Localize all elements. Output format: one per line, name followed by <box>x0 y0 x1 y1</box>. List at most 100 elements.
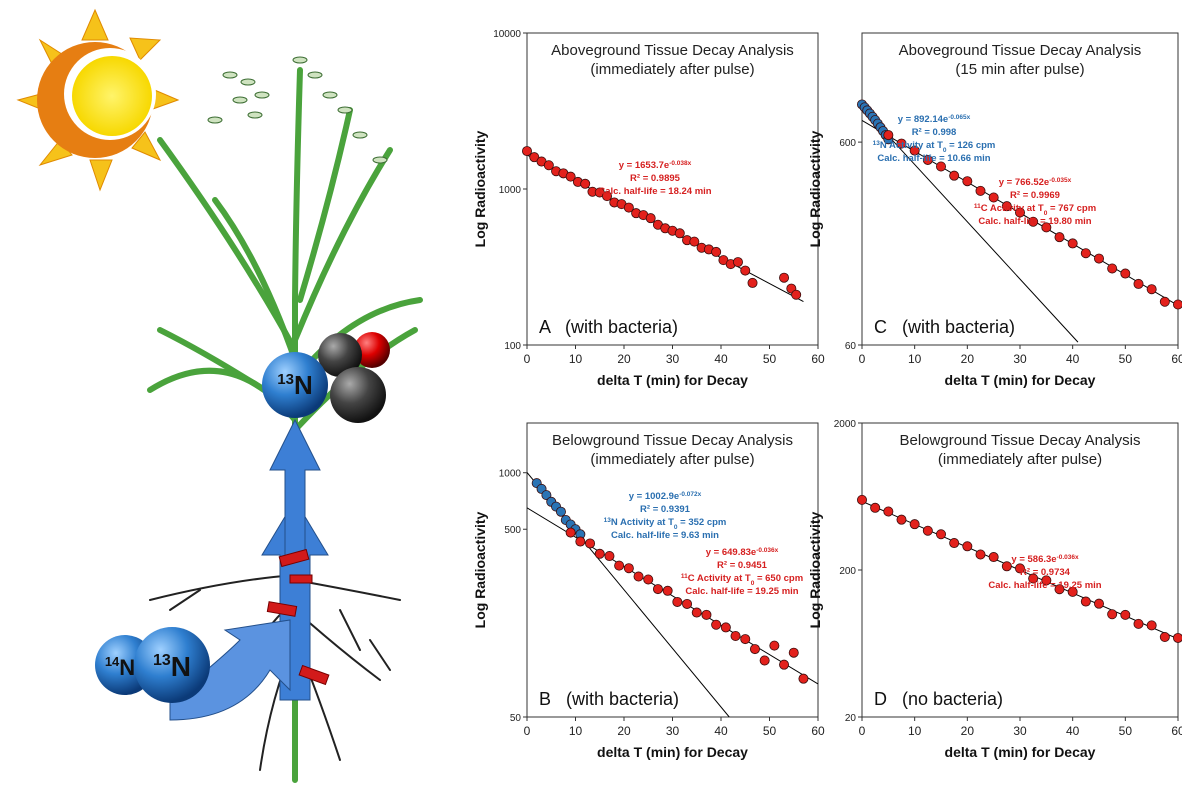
data-point <box>1094 253 1105 264</box>
annotation-line: Calc. half-life = 10.66 min <box>877 153 990 164</box>
data-point <box>883 506 894 517</box>
annotation-script: 13 <box>604 517 612 524</box>
annotation-text: = 767 cpm <box>1047 203 1096 214</box>
data-point <box>1028 573 1039 584</box>
data-point <box>575 536 586 547</box>
data-point <box>1173 632 1182 643</box>
data-point <box>652 584 663 595</box>
data-point <box>870 502 881 513</box>
data-point <box>1107 263 1118 274</box>
x-axis-label: delta T (min) for Decay <box>597 372 748 388</box>
data-point <box>701 609 712 620</box>
x-tick-label: 20 <box>617 724 631 738</box>
data-point <box>791 289 802 300</box>
y-tick-label: 1000 <box>499 469 522 480</box>
data-point <box>909 145 920 156</box>
annotation-line: R² = 0.9391 <box>640 504 691 515</box>
data-point <box>788 647 799 658</box>
annotation-text: R² = 0.9391 <box>640 504 691 515</box>
data-point <box>1015 207 1026 218</box>
data-point <box>779 272 790 283</box>
annotation-line: Calc. half-life = 9.63 min <box>611 530 719 541</box>
annotation-script: -0.038x <box>669 160 691 167</box>
x-tick-label: 50 <box>763 724 777 738</box>
x-tick-label: 10 <box>569 352 583 366</box>
y-tick-label: 600 <box>839 138 856 149</box>
data-point <box>730 631 741 642</box>
data-point <box>909 519 920 530</box>
annotation-line: R² = 0.9734 <box>1020 567 1071 578</box>
data-point <box>896 514 907 525</box>
annotation-line: y = 649.83e-0.036x <box>706 547 779 559</box>
y-tick-label: 60 <box>845 341 857 352</box>
annotation-line: y = 586.3e-0.036x <box>1011 554 1079 566</box>
x-tick-label: 40 <box>1066 352 1080 366</box>
x-axis-label: delta T (min) for Decay <box>945 372 1096 388</box>
annotation-text: R² = 0.9451 <box>717 560 768 571</box>
chart-title: Belowground Tissue Decay Analysis <box>552 432 793 449</box>
x-tick-label: 20 <box>961 724 975 738</box>
annotation-text: Calc. half-life = 10.66 min <box>877 153 990 164</box>
data-point <box>769 640 780 651</box>
data-point <box>798 673 809 684</box>
data-point <box>975 185 986 196</box>
data-point <box>749 644 760 655</box>
chart-subtitle: (immediately after pulse) <box>938 451 1102 468</box>
data-point <box>1080 248 1091 259</box>
annotation-text: y = 649.83e <box>706 547 756 558</box>
element-symbol: N <box>294 370 313 400</box>
annotation-text: R² = 0.998 <box>912 127 957 138</box>
x-axis-label: delta T (min) for Decay <box>945 744 1096 760</box>
x-tick-label: 40 <box>714 352 728 366</box>
panel-label: A (with bacteria) <box>539 317 678 337</box>
annotation-script: 0 <box>674 524 678 531</box>
chart: 0 10 20 30 40 50 60 100 1000 10000 delta T (min) f… <box>472 29 825 388</box>
data-point <box>555 506 566 517</box>
annotation-text: C Activity at T <box>688 573 751 584</box>
annotation-text: y = 1653.7e <box>619 160 669 171</box>
annotation-script: 11 <box>681 573 688 580</box>
data-point <box>936 161 947 172</box>
data-point <box>936 529 947 540</box>
annotation-line: R² = 0.9895 <box>630 173 681 184</box>
data-point <box>580 178 591 189</box>
data-point <box>1067 238 1078 249</box>
data-point <box>1015 563 1026 574</box>
x-tick-label: 10 <box>908 724 922 738</box>
isotope-label: 13N <box>277 370 312 400</box>
data-point <box>962 541 973 552</box>
data-point <box>779 659 790 670</box>
data-point <box>1001 561 1012 572</box>
data-point <box>1054 232 1065 243</box>
data-point <box>1146 284 1157 295</box>
data-point <box>740 634 751 645</box>
data-point <box>962 176 973 187</box>
data-point <box>747 277 758 288</box>
mass-number: 14 <box>105 654 120 669</box>
y-tick-label: 2000 <box>834 419 857 430</box>
annotation-line: R² = 0.9969 <box>1010 190 1060 201</box>
annotation-script: -0.035x <box>1049 177 1071 184</box>
annotation-text: = 352 cpm <box>678 517 727 528</box>
annotation-line: Calc. half-life = 18.24 min <box>598 186 711 197</box>
data-point <box>1094 598 1105 609</box>
data-point <box>740 265 751 276</box>
x-tick-label: 10 <box>569 724 583 738</box>
annotation-text: Calc. half-life = 9.63 min <box>611 530 719 541</box>
x-tick-label: 0 <box>524 352 531 366</box>
annotation-script: -0.065x <box>948 114 970 121</box>
data-point <box>623 202 634 213</box>
chart-subtitle: (15 min after pulse) <box>955 61 1084 78</box>
x-tick-label: 30 <box>1013 352 1027 366</box>
x-tick-label: 60 <box>811 352 825 366</box>
x-tick-label: 30 <box>666 352 680 366</box>
y-axis-label: Log Radioactivity <box>472 130 488 247</box>
annotation-line: 11C Activity at T0 = 650 cpm <box>681 573 803 587</box>
annotation-script: 13 <box>873 140 881 147</box>
x-tick-label: 50 <box>1119 724 1133 738</box>
data-point <box>1133 618 1144 629</box>
annotation-text: y = 766.52e <box>999 177 1049 188</box>
x-tick-label: 60 <box>1171 352 1182 366</box>
data-point <box>623 563 634 574</box>
